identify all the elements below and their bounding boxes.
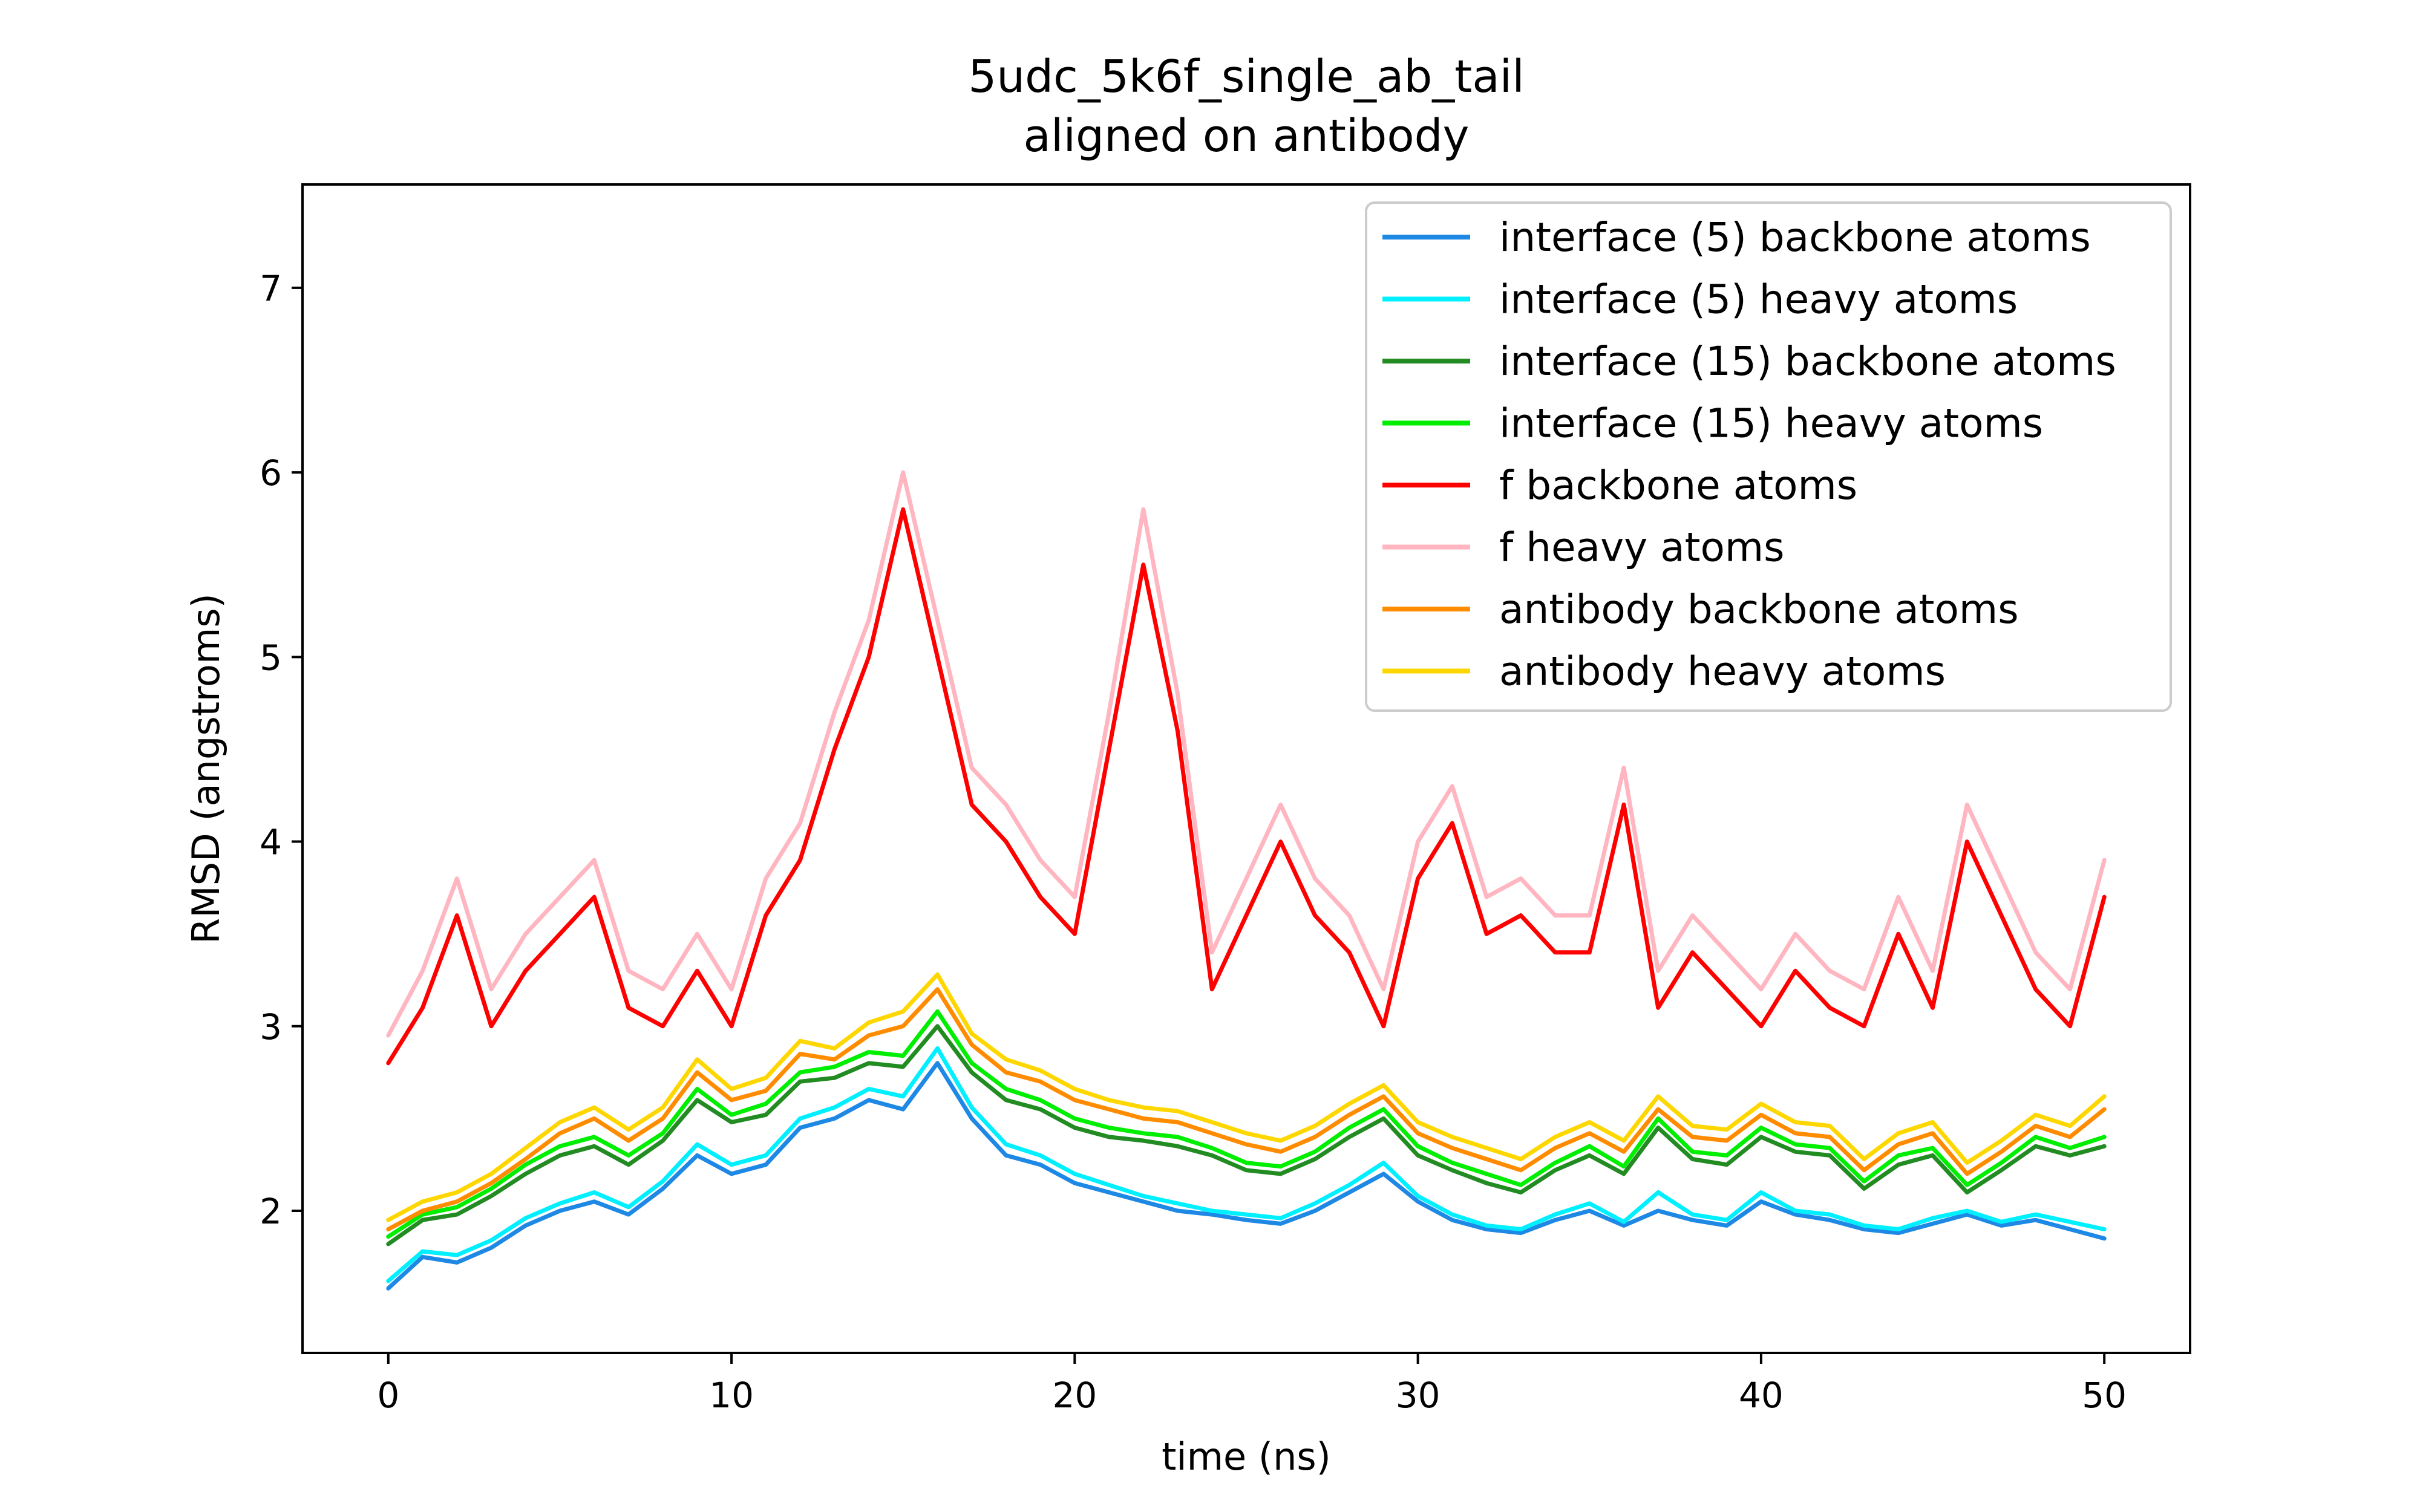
legend-label: interface (5) backbone atoms [1499,214,2091,261]
legend-label: interface (5) heavy atoms [1499,276,2018,323]
x-tick-label: 40 [1739,1375,1784,1416]
y-tick-label: 7 [260,268,282,309]
series-line-2 [386,1046,2107,1283]
legend-label: antibody backbone atoms [1499,586,2019,633]
y-tick-label: 5 [260,637,282,678]
y-axis: 2 3 4 5 6 7 [260,268,302,1232]
legend-label: f backbone atoms [1499,462,1857,509]
series-line-7 [386,987,2107,1231]
series-line-1 [386,1061,2107,1291]
x-tick-label: 50 [2082,1375,2127,1416]
plot-frame [301,183,2191,1354]
chart-subtitle: aligned on antibody [1024,110,1470,162]
y-axis-label: RMSD (angstroms) [184,593,228,944]
x-tick-label: 0 [377,1375,399,1416]
series-line-8 [386,972,2107,1222]
x-axis-label: time (ns) [1162,1435,1331,1479]
x-tick-label: 20 [1052,1375,1097,1416]
legend-label: interface (15) backbone atoms [1499,338,2116,385]
legend-label: f heavy atoms [1499,524,1785,571]
chart-title: 5udc_5k6f_single_ab_tail [968,51,1525,103]
x-tick-label: 30 [1396,1375,1441,1416]
legend: interface (5) backbone atoms interface (5… [1365,201,2172,712]
series-line-5 [386,507,2107,1066]
x-tick-label: 10 [709,1375,754,1416]
legend-label: interface (15) heavy atoms [1499,400,2043,447]
series-line-3 [386,1024,2107,1246]
y-tick-label: 3 [260,1006,282,1048]
series-line-4 [386,1009,2107,1239]
legend-box [1365,201,2172,712]
legend-label: antibody heavy atoms [1499,648,1946,695]
series-layer [386,470,2107,1291]
y-tick-label: 6 [260,452,282,494]
y-tick-label: 4 [260,822,282,863]
y-tick-label: 2 [260,1191,282,1232]
x-axis: 0 10 20 30 40 50 [377,1353,2127,1416]
series-line-6 [386,470,2107,1038]
